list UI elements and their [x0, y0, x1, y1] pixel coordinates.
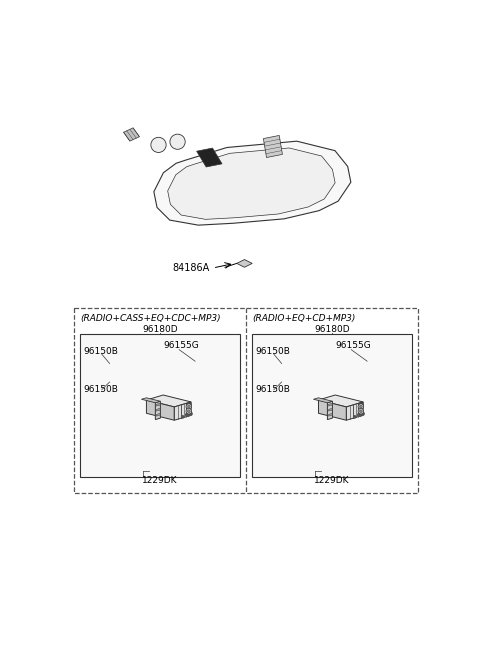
- Circle shape: [361, 413, 364, 415]
- Text: (RADIO+CASS+EQ+CDC+MP3): (RADIO+CASS+EQ+CDC+MP3): [80, 314, 221, 324]
- Circle shape: [188, 410, 190, 413]
- Circle shape: [360, 413, 363, 415]
- Polygon shape: [347, 402, 363, 421]
- Text: 1229DK: 1229DK: [314, 476, 350, 485]
- Polygon shape: [197, 148, 222, 167]
- Text: 84186A: 84186A: [172, 263, 210, 273]
- Polygon shape: [264, 136, 282, 157]
- Polygon shape: [313, 398, 333, 403]
- Circle shape: [187, 413, 190, 416]
- Circle shape: [358, 413, 360, 416]
- Circle shape: [360, 413, 362, 416]
- Circle shape: [188, 413, 190, 416]
- FancyBboxPatch shape: [252, 334, 412, 477]
- Text: 96180D: 96180D: [314, 325, 350, 334]
- Circle shape: [181, 416, 184, 418]
- Circle shape: [360, 410, 362, 413]
- Polygon shape: [328, 403, 333, 406]
- Circle shape: [186, 409, 192, 414]
- Text: 1229DK: 1229DK: [142, 476, 178, 485]
- Polygon shape: [123, 128, 139, 141]
- Circle shape: [354, 416, 356, 418]
- Circle shape: [358, 404, 364, 409]
- Polygon shape: [146, 395, 191, 407]
- Polygon shape: [186, 403, 191, 409]
- Polygon shape: [156, 403, 160, 406]
- Circle shape: [170, 134, 185, 149]
- Circle shape: [186, 404, 192, 409]
- Polygon shape: [142, 398, 160, 403]
- Text: 96180D: 96180D: [142, 325, 178, 334]
- Polygon shape: [328, 408, 333, 411]
- Circle shape: [151, 138, 166, 153]
- Polygon shape: [328, 413, 333, 416]
- Polygon shape: [146, 400, 174, 421]
- Polygon shape: [237, 259, 252, 267]
- Text: 96155G: 96155G: [335, 341, 371, 350]
- Text: (RADIO+EQ+CD+MP3): (RADIO+EQ+CD+MP3): [252, 314, 356, 324]
- Polygon shape: [327, 402, 333, 420]
- Polygon shape: [156, 413, 160, 416]
- FancyBboxPatch shape: [80, 334, 240, 477]
- Text: 96150B: 96150B: [255, 346, 290, 356]
- Text: 96150B: 96150B: [83, 346, 118, 356]
- Text: 96155G: 96155G: [163, 341, 199, 350]
- Circle shape: [188, 405, 190, 408]
- Text: 96150B: 96150B: [255, 385, 290, 394]
- Circle shape: [189, 413, 191, 415]
- Circle shape: [358, 409, 364, 414]
- Circle shape: [189, 413, 192, 415]
- Polygon shape: [174, 402, 191, 421]
- Circle shape: [186, 413, 189, 416]
- Polygon shape: [154, 141, 351, 225]
- Polygon shape: [156, 402, 160, 420]
- Polygon shape: [168, 148, 335, 219]
- Polygon shape: [318, 395, 363, 407]
- Polygon shape: [359, 403, 363, 409]
- Polygon shape: [156, 408, 160, 411]
- Circle shape: [359, 413, 361, 416]
- Text: 96150B: 96150B: [83, 385, 118, 394]
- Circle shape: [360, 405, 362, 408]
- Polygon shape: [318, 400, 347, 421]
